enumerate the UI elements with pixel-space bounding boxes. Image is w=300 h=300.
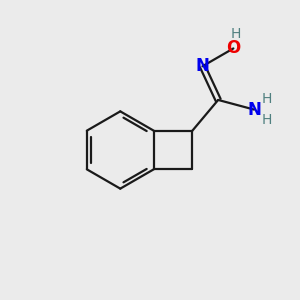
Text: N: N — [196, 57, 209, 75]
Text: H: H — [261, 113, 272, 127]
Text: O: O — [226, 39, 241, 57]
Text: H: H — [231, 27, 241, 41]
Text: H: H — [261, 92, 272, 106]
Text: N: N — [247, 100, 261, 118]
